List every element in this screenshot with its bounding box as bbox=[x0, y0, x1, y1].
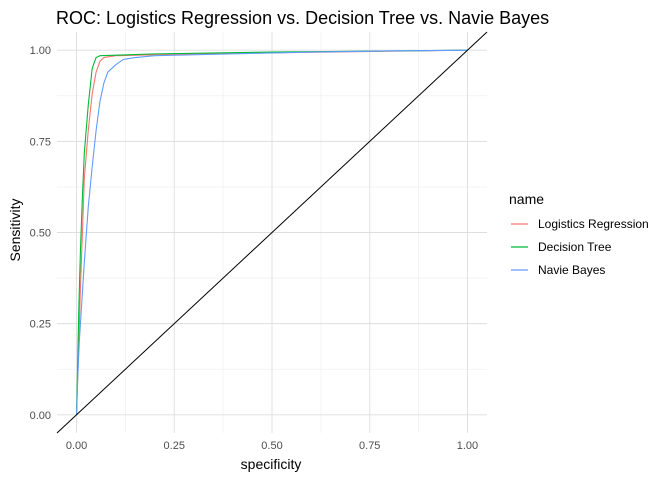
legend-title: name bbox=[509, 191, 544, 207]
chart-title: ROC: Logistics Regression vs. Decision T… bbox=[56, 8, 549, 28]
series-line-navie-bayes bbox=[76, 49, 468, 415]
y-tick-labels: 0.00 0.25 0.50 0.75 1.00 bbox=[30, 45, 51, 422]
legend-label: Logistics Regression bbox=[538, 217, 649, 231]
plot-area bbox=[56, 31, 488, 434]
legend: name Logistics Regression Decision Tree Na… bbox=[509, 191, 649, 277]
series-line-logistics-regression bbox=[76, 49, 468, 415]
y-tick-label: 0.75 bbox=[30, 136, 51, 148]
x-axis-title: specificity bbox=[241, 456, 302, 472]
x-tick-label: 0.00 bbox=[66, 440, 87, 452]
series-line-decision-tree bbox=[76, 49, 468, 415]
y-tick-label: 1.00 bbox=[30, 45, 51, 57]
x-tick-label: 0.25 bbox=[164, 440, 185, 452]
x-tick-label: 0.75 bbox=[359, 440, 380, 452]
legend-label: Decision Tree bbox=[538, 240, 612, 254]
grid-lines bbox=[57, 32, 487, 433]
x-tick-label: 1.00 bbox=[457, 440, 478, 452]
y-tick-label: 0.00 bbox=[30, 410, 51, 422]
y-tick-label: 0.50 bbox=[30, 228, 51, 240]
x-tick-labels: 0.00 0.25 0.50 0.75 1.00 bbox=[66, 440, 478, 452]
reference-diagonal-line bbox=[56, 31, 488, 434]
x-tick-label: 0.50 bbox=[261, 440, 282, 452]
legend-label: Navie Bayes bbox=[538, 263, 605, 277]
y-axis-title: Sensitivity bbox=[7, 198, 23, 261]
y-tick-label: 0.25 bbox=[30, 319, 51, 331]
